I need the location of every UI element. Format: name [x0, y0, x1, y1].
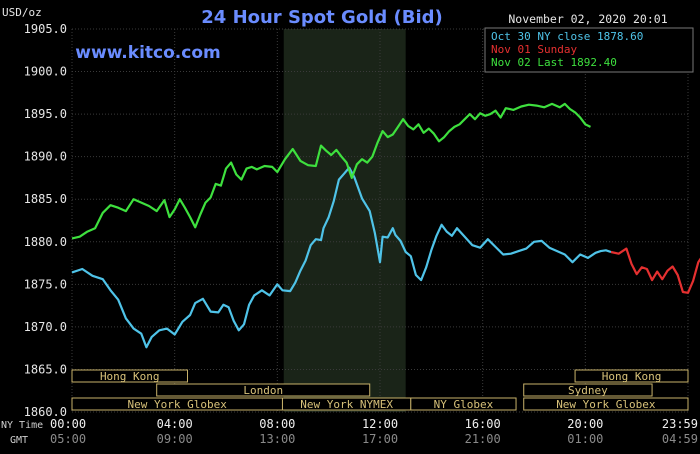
y-tick-label: 1900.0	[24, 65, 67, 79]
x-tick-ny: 04:00	[157, 417, 193, 431]
market-session-bar	[523, 383, 653, 397]
legend-entry-oct30: Oct 30 NY close 1878.60	[491, 30, 643, 43]
x-tick-gmt: 13:00	[259, 432, 295, 446]
market-session-label: Hong Kong	[602, 370, 662, 383]
grid-lines	[71, 28, 689, 413]
series-line-1	[610, 247, 700, 294]
x-tick-ny: 00:00	[50, 417, 86, 431]
chart-title: 24 Hour Spot Gold (Bid)	[201, 7, 442, 28]
x-tick-gmt: 01:00	[567, 432, 603, 446]
y-tick-label: 1875.0	[24, 277, 67, 291]
market-session-bar	[410, 397, 517, 411]
trading-hours-shading	[283, 29, 406, 412]
x-tick-ny: 20:00	[567, 417, 603, 431]
y-axis-ticks: 1905.0 1900.0 1895.0 1890.0 1885.0 1880.0 1875…	[24, 22, 67, 419]
market-session-bar	[574, 369, 689, 383]
market-session-label: New York Globex	[556, 398, 656, 411]
x-tick-gmt: 17:00	[362, 432, 398, 446]
legend-entry-nov01: Nov 01 Sunday	[491, 43, 577, 56]
y-tick-label: 1860.0	[24, 405, 67, 419]
y-tick-label: 1895.0	[24, 107, 67, 121]
market-session-label: New York Globex	[128, 398, 228, 411]
market-session-bar	[71, 369, 188, 383]
legend-entry-nov02: Nov 02 Last 1892.40	[491, 56, 617, 69]
x-tick-ny: 23:59	[662, 417, 698, 431]
market-session-bar	[156, 383, 371, 397]
market-session-label: NY Globex	[434, 398, 494, 411]
legend: Oct 30 NY close 1878.60 Nov 01 Sunday No…	[484, 27, 694, 73]
market-session-label: London	[243, 384, 283, 397]
market-session-label: Sydney	[568, 384, 608, 397]
y-tick-label: 1890.0	[24, 150, 67, 164]
x-tick-ny: 08:00	[259, 417, 295, 431]
x-tick-ny: 12:00	[362, 417, 398, 431]
y-axis-unit: USD/oz	[2, 6, 42, 19]
series-line-0	[71, 166, 612, 349]
x-tick-gmt: 21:00	[465, 432, 501, 446]
gmt-row-label: GMT	[10, 435, 28, 446]
y-tick-label: 1880.0	[24, 235, 67, 249]
y-tick-label: 1905.0	[24, 22, 67, 36]
ny-time-row-label: NY Time	[1, 420, 43, 431]
market-session-label: Hong Kong	[100, 370, 160, 383]
legend-box	[484, 27, 694, 73]
website-label: www.kitco.com	[75, 43, 220, 63]
series-line-2	[71, 102, 591, 240]
market-session-label: New York NYMEX	[300, 398, 393, 411]
x-tick-gmt: 04:59	[662, 432, 698, 446]
x-tick-gmt: 09:00	[157, 432, 193, 446]
price-series	[71, 102, 700, 349]
y-tick-label: 1865.0	[24, 362, 67, 376]
date-label: November 02, 2020 20:01	[508, 12, 667, 26]
y-tick-label: 1870.0	[24, 320, 67, 334]
x-tick-gmt: 05:00	[50, 432, 86, 446]
y-tick-label: 1885.0	[24, 192, 67, 206]
x-tick-ny: 16:00	[465, 417, 501, 431]
market-session-bar	[523, 397, 689, 411]
